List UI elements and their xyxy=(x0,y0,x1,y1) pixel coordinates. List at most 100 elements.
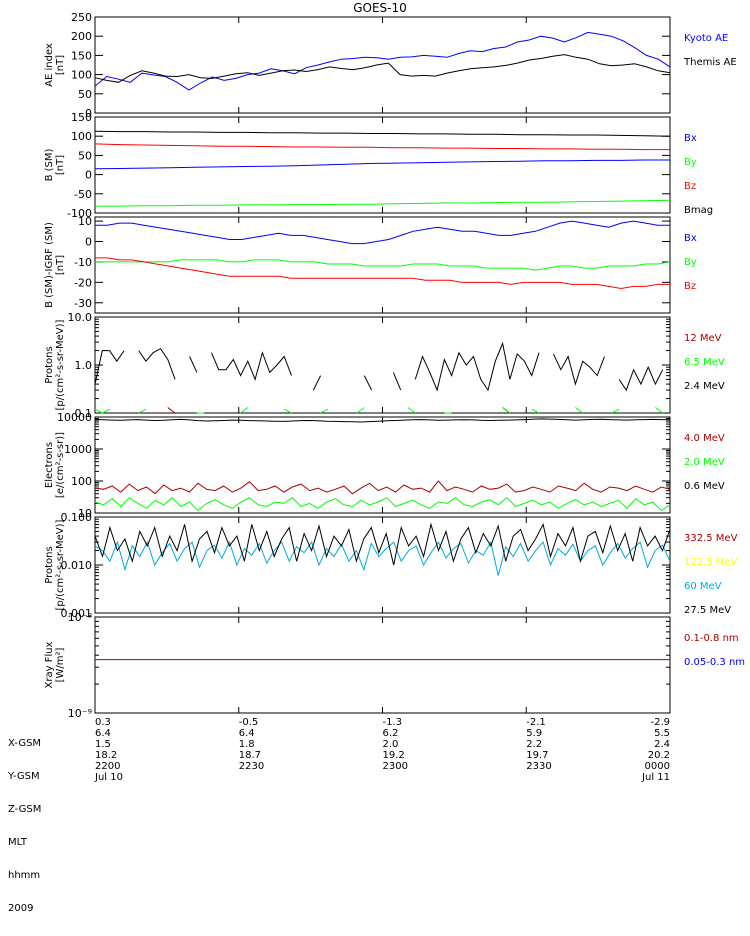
legend-entry: 0.6 MeV xyxy=(684,481,725,492)
legend-entry: 2.0 MeV xyxy=(684,457,725,468)
y-axis-label: [nT] xyxy=(55,155,66,175)
x-axis-value: Jul 10 xyxy=(94,772,123,783)
plot-frame xyxy=(94,616,671,714)
x-axis-value: 2300 xyxy=(383,761,408,772)
series-line-2 xyxy=(94,497,671,512)
series-line-1 xyxy=(94,159,670,170)
legend-entry: Bx xyxy=(684,233,697,244)
legend-entry: Themis AE xyxy=(683,57,737,68)
x-axis-value: 5.9 xyxy=(526,728,542,739)
y-tick-label: 10 xyxy=(78,215,92,228)
figure-title: GOES-10 xyxy=(353,1,407,15)
y-axis-label: [W/m²] xyxy=(55,647,66,682)
x-axis-value: 2.4 xyxy=(654,739,670,750)
series-line-2 xyxy=(95,199,671,207)
legend-entry: Bx xyxy=(684,133,697,144)
series-line-2 xyxy=(94,407,664,414)
x-axis-value: Jul 11 xyxy=(641,772,670,783)
y-axis-label: Electrons xyxy=(44,442,55,488)
y-axis-label: Protons xyxy=(44,346,55,383)
y-tick-label: 10.0 xyxy=(68,311,93,324)
y-tick-label: -20 xyxy=(74,276,92,289)
series-line-3 xyxy=(94,418,671,423)
y-axis-label: [nT] xyxy=(55,255,66,275)
legend-entry: Kyoto AE xyxy=(684,33,728,44)
series-line-1 xyxy=(94,480,671,495)
legend-entry: 0.1-0.8 nm xyxy=(684,633,739,644)
legend-entry: 0.05-0.3 nm xyxy=(684,657,745,668)
plot-frame xyxy=(94,416,671,514)
x-axis-value: 1.5 xyxy=(95,739,111,750)
series-line-1 xyxy=(167,407,511,414)
x-axis-value: 2.0 xyxy=(383,739,399,750)
y-axis-label: B (SM)-IGRF (SM) xyxy=(44,222,55,308)
y-tick-label: -50 xyxy=(74,188,92,201)
y-tick-label: 100 xyxy=(71,475,92,488)
series-line-3 xyxy=(94,540,671,576)
legend-entry: 332.5 MeV xyxy=(684,533,738,544)
y-axis-label: B (SM) xyxy=(44,148,55,181)
series-line-2 xyxy=(94,54,671,83)
legend-entry: 60 MeV xyxy=(684,581,722,592)
legend-entry: Bmag xyxy=(684,205,713,216)
panel-6: 0.001 0.010 0.100 Protons [p/(cm²-s-sr-MeV)]… xyxy=(44,511,738,620)
x-axis-value: 2.2 xyxy=(526,739,542,750)
y-axis-label: Protons xyxy=(44,546,55,583)
y-axis-label: [nT] xyxy=(55,55,66,75)
plot-frame xyxy=(94,16,671,114)
y-tick-label: 0.001 xyxy=(61,607,93,620)
goes-10-stack-plot: GOES-10 0 50 100 150 200 250 AE index [nT] Kyoto… xyxy=(8,1,745,914)
y-tick-label: 50 xyxy=(78,88,92,101)
legend-entry: 27.5 MeV xyxy=(684,605,731,616)
plot-frame xyxy=(94,316,671,414)
legend-entry: By xyxy=(684,257,697,268)
legend-entry: 6.5 MeV xyxy=(684,357,725,368)
x-axis-labels-column: X-GSM Y-GSM Z-GSM MLT hhmm 2009 xyxy=(8,716,41,936)
y-tick-label: 1.0 xyxy=(75,359,93,372)
y-tick-label: 10⁻⁸ xyxy=(68,611,93,624)
y-axis-label: AE index xyxy=(44,43,55,87)
panel-4: 0.1 1.0 10.0 Protons [p/(cm²-s-sr-MeV)] 12 Me… xyxy=(44,311,725,420)
plot-frame xyxy=(94,516,671,614)
x-axis-value: 1.8 xyxy=(239,739,255,750)
panel-3: -30 -20 -10 0 10 B (SM)-IGRF (SM) [nT] Bx By Bz xyxy=(44,215,697,314)
panel-5: 10 100 1000 10000 Electrons [e/(cm²-s-sr)] 4.0… xyxy=(44,411,725,520)
x-row-label: 2009 xyxy=(8,903,34,914)
x-row-label: Z-GSM xyxy=(8,804,42,815)
y-tick-label: 10⁻⁹ xyxy=(68,707,92,720)
legend-entry: 122.5 MeV xyxy=(684,557,738,568)
series-line-1 xyxy=(95,220,670,245)
x-axis-value: 2330 xyxy=(526,761,551,772)
x-axis-value: 6.4 xyxy=(239,728,255,739)
x-axis-value: 0000 xyxy=(645,761,670,772)
y-tick-label: 1000 xyxy=(64,443,92,456)
x-row-label: MLT xyxy=(8,837,27,848)
y-tick-label: 10 xyxy=(78,507,92,520)
x-axis-value: 20.2 xyxy=(648,750,670,761)
y-tick-label: -30 xyxy=(74,297,92,310)
y-tick-label: 0 xyxy=(85,107,92,120)
y-tick-label: 0.100 xyxy=(61,511,93,524)
x-row-label: hhmm xyxy=(8,870,41,881)
series-line-3 xyxy=(95,257,670,290)
legend-entry: 4.0 MeV xyxy=(684,433,725,444)
x-axis-value: 18.2 xyxy=(95,750,117,761)
x-row-label: X-GSM xyxy=(8,738,42,749)
y-tick-label: 150 xyxy=(71,111,92,124)
y-tick-label: 0.010 xyxy=(61,559,93,572)
series-line-1 xyxy=(94,31,671,91)
series-line-4 xyxy=(94,522,671,566)
legend-entry: 12 MeV xyxy=(684,333,722,344)
y-tick-label: 100 xyxy=(71,130,92,143)
y-tick-label: 150 xyxy=(71,49,92,62)
series-line-4 xyxy=(94,130,671,137)
plot-frame xyxy=(94,116,671,214)
y-tick-label: 50 xyxy=(78,149,92,162)
y-tick-label: 200 xyxy=(71,30,92,43)
x-axis-value: 6.2 xyxy=(383,728,399,739)
x-row-label: Y-GSM xyxy=(8,771,40,782)
y-tick-label: 100 xyxy=(71,69,92,82)
y-tick-label: 0 xyxy=(85,236,92,249)
legend-entry: Bz xyxy=(684,281,696,292)
